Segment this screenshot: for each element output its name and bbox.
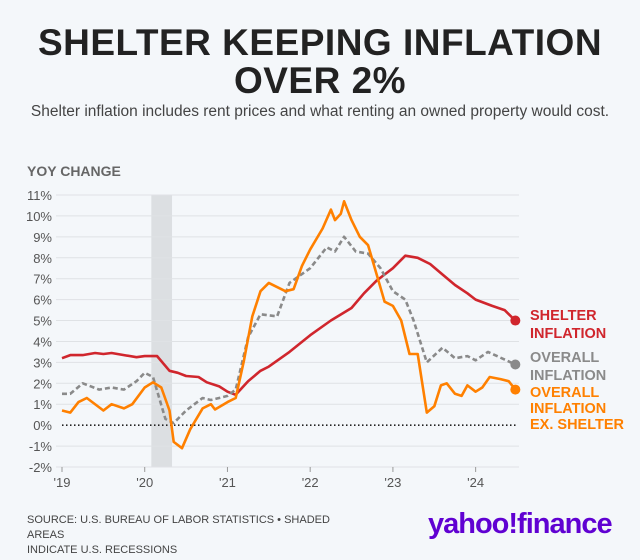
x-tick-label: '20 — [136, 475, 153, 490]
y-tick-label: 5% — [33, 314, 52, 329]
chart-subtitle: Shelter inflation includes rent prices a… — [30, 103, 610, 120]
y-tick-label: 1% — [33, 397, 52, 412]
y-tick-label: 11% — [27, 188, 52, 203]
source-note: SOURCE: U.S. BUREAU OF LABOR STATISTICS … — [27, 513, 367, 558]
series-end-marker — [510, 359, 521, 370]
series-label: INFLATION — [530, 368, 606, 384]
chart-title: SHELTER KEEPING INFLATION OVER 2% — [37, 22, 603, 101]
x-tick-label: '24 — [467, 475, 484, 490]
series-line-0 — [61, 254, 517, 397]
y-tick-label: 9% — [33, 230, 52, 245]
y-tick-label: 4% — [33, 334, 52, 349]
series-label: INFLATION — [530, 326, 606, 342]
y-axis-label: YOY CHANGE — [27, 163, 121, 179]
x-tick-label: '21 — [219, 475, 236, 490]
series-label: OVERALL — [530, 350, 599, 366]
series-line-2 — [61, 200, 517, 450]
series-end-marker — [510, 315, 521, 326]
y-tick-label: 0% — [33, 418, 52, 433]
y-tick-label: -2% — [29, 460, 53, 475]
y-tick-label: 7% — [33, 272, 52, 287]
series-label: OVERALL — [530, 385, 599, 401]
series-line-1 — [62, 235, 516, 425]
series-label: EX. SHELTER — [530, 417, 625, 433]
y-tick-label: 10% — [26, 209, 52, 224]
recession-shading — [151, 195, 173, 467]
y-tick-label: -1% — [29, 439, 53, 454]
series-end-marker — [510, 384, 521, 395]
x-tick-label: '22 — [302, 475, 319, 490]
y-tick-label: 6% — [33, 293, 52, 308]
source-line-2: INDICATE U.S. RECESSIONS — [27, 544, 178, 556]
x-tick-label: '19 — [54, 475, 71, 490]
series-label: SHELTER — [530, 308, 597, 324]
y-tick-label: 8% — [33, 251, 52, 266]
yahoo-finance-logo: yahoo!finance — [428, 508, 613, 540]
y-tick-label: 2% — [33, 376, 52, 391]
y-tick-label: 3% — [33, 355, 52, 370]
x-tick-label: '23 — [384, 475, 401, 490]
source-line-1: SOURCE: U.S. BUREAU OF LABOR STATISTICS … — [27, 514, 330, 541]
series-label: INFLATION — [530, 401, 606, 417]
